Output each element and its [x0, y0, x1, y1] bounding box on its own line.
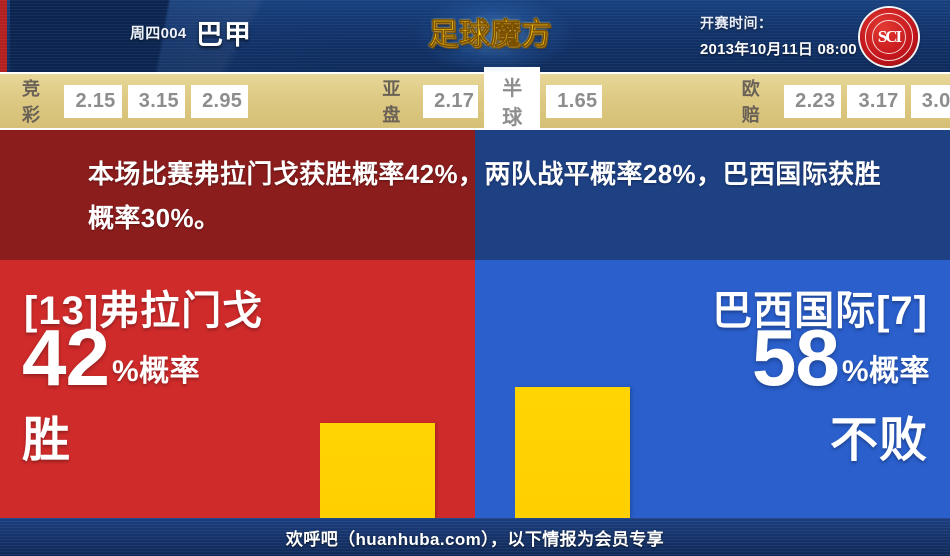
match-number: 周四004: [130, 25, 187, 42]
home-team-panel: [13]弗拉门戈 42 %概率 胜: [0, 260, 475, 518]
league-name: 巴甲: [196, 20, 252, 50]
header-accent-strip: [0, 0, 7, 72]
summary-text: 本场比赛弗拉门戈获胜概率42%，两队战平概率28%，巴西国际获胜概率30%。: [88, 159, 881, 233]
odds-group-label: 亚盘: [382, 79, 402, 125]
away-team-panel: 巴西国际[7] 58 %概率 不败: [475, 260, 950, 518]
footer-bar: 欢呼吧（huanhuba.com），以下情报为会员专享: [0, 518, 950, 556]
summary-right-half: [475, 130, 950, 260]
odds-group-yapan: 亚盘 2.17 半球 1.65: [382, 67, 607, 135]
kickoff-block: 开赛时间： 2013年10月11日 08:00: [700, 13, 857, 59]
odds-value[interactable]: 2.15: [64, 84, 122, 118]
summary-band: 本场比赛弗拉门戈获胜概率42%，两队战平概率28%，巴西国际获胜概率30%。: [0, 130, 950, 260]
away-outcome-label: 不败: [829, 414, 928, 467]
kickoff-label: 开赛时间：: [700, 15, 773, 31]
away-probability-suffix: %概率: [841, 355, 930, 388]
home-team-name: [13]弗拉门戈: [24, 289, 264, 333]
odds-group-oupei: 欧赔 2.23 3.17 3.01: [742, 75, 950, 127]
summary-left-half: [0, 130, 475, 260]
header-bar: 周四004 巴甲 足球魔方 开赛时间： 2013年10月11日 08:00 SC…: [0, 0, 950, 72]
odds-value[interactable]: 3.17: [847, 84, 905, 118]
odds-value[interactable]: 2.23: [784, 84, 842, 118]
home-probability: 42 %概率: [22, 313, 201, 402]
odds-handicap[interactable]: 半球: [484, 67, 541, 135]
team-crest-icon: SCI: [860, 8, 918, 66]
odds-value[interactable]: 3.15: [127, 84, 186, 118]
odds-group-label: 欧赔: [741, 79, 761, 125]
header-diagonal-shade: [10, 0, 340, 72]
away-probability-value: 58: [751, 313, 840, 402]
odds-value[interactable]: 3.01: [910, 84, 950, 118]
crest-monogram: SCI: [877, 27, 902, 46]
away-probability-bar: [515, 387, 630, 518]
away-probability: 58 %概率: [751, 313, 930, 402]
odds-group-label: 竞彩: [22, 79, 41, 125]
odds-value[interactable]: 2.95: [191, 84, 249, 118]
home-outcome-label: 胜: [22, 414, 72, 467]
odds-bar: 竞彩 2.15 3.15 2.95 亚盘 2.17 半球 1.65 欧赔 2.2…: [0, 67, 950, 135]
home-probability-suffix: %概率: [111, 355, 201, 388]
kickoff-time: 2013年10月11日 08:00: [700, 41, 857, 58]
odds-value[interactable]: 1.65: [546, 84, 602, 118]
away-team-name: 巴西国际[7]: [712, 289, 928, 333]
home-probability-bar: [320, 423, 435, 518]
brand-logo[interactable]: 足球魔方: [405, 0, 575, 72]
crest-outer-ring: [865, 13, 913, 61]
home-probability-value: 42: [22, 313, 110, 402]
odds-group-jingcai: 竞彩 2.15 3.15 2.95: [22, 75, 254, 127]
probability-panels: [13]弗拉门戈 42 %概率 胜 巴西国际[7] 58 %概率 不败: [0, 260, 950, 518]
brand-logo-text: 足球魔方: [428, 18, 552, 52]
footer-text: 欢呼吧（huanhuba.com），以下情报为会员专享: [285, 529, 665, 549]
odds-value[interactable]: 2.17: [423, 84, 479, 118]
crest-inner-ring: SCI: [872, 20, 906, 54]
